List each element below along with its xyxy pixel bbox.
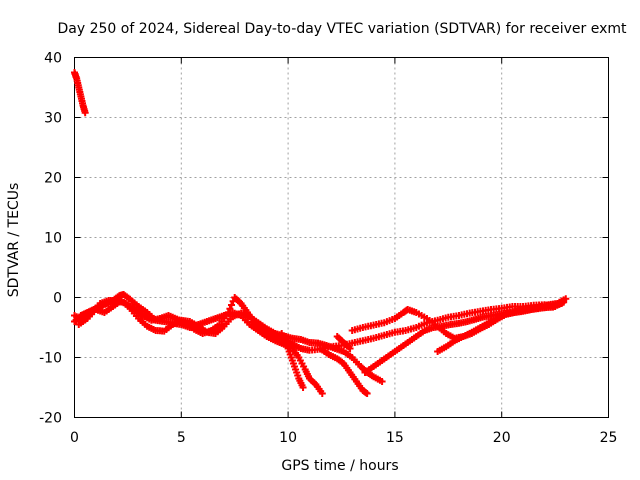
series-arc-g [333, 333, 354, 352]
x-tick-label: 5 [177, 430, 186, 446]
y-tick-label: 20 [44, 171, 62, 187]
data-point [378, 378, 386, 385]
data-point [363, 390, 371, 397]
series-arc-e [278, 330, 307, 391]
x-tick-label: 10 [279, 430, 297, 446]
chart-title: Day 250 of 2024, Sidereal Day-to-day VTE… [58, 21, 628, 37]
series-arc-j [434, 298, 568, 355]
y-axis-label: SDTVAR / TECUs [6, 183, 22, 298]
data-point [227, 301, 235, 309]
x-tick-label: 15 [386, 430, 404, 446]
y-tick-label: -10 [39, 351, 62, 367]
data-point [299, 384, 307, 391]
series-arc-a [71, 69, 89, 117]
y-tick-label: 30 [44, 111, 62, 127]
y-tick-label: 10 [44, 231, 62, 247]
x-tick-label: 20 [493, 430, 511, 446]
y-tick-labels: -20 -10 0 10 20 30 40 [39, 51, 62, 427]
x-tick-labels: 0 5 10 15 20 25 [70, 430, 617, 446]
data-point [346, 345, 354, 352]
y-tick-label: -20 [39, 411, 62, 427]
data-point [560, 298, 568, 306]
data-point [562, 295, 570, 303]
x-axis-label: GPS time / hours [281, 458, 398, 474]
data-point [226, 305, 234, 313]
data-point [81, 109, 89, 117]
series-arc-f [316, 345, 371, 397]
x-tick-label: 25 [600, 430, 618, 446]
x-tick-label: 0 [70, 430, 79, 446]
y-tick-label: 0 [53, 291, 62, 307]
ticks-layer [74, 57, 609, 418]
data-point [318, 390, 326, 397]
data-point [224, 309, 232, 316]
data-points [71, 69, 570, 397]
grid-layer [74, 57, 609, 418]
y-tick-label: 40 [44, 51, 62, 67]
